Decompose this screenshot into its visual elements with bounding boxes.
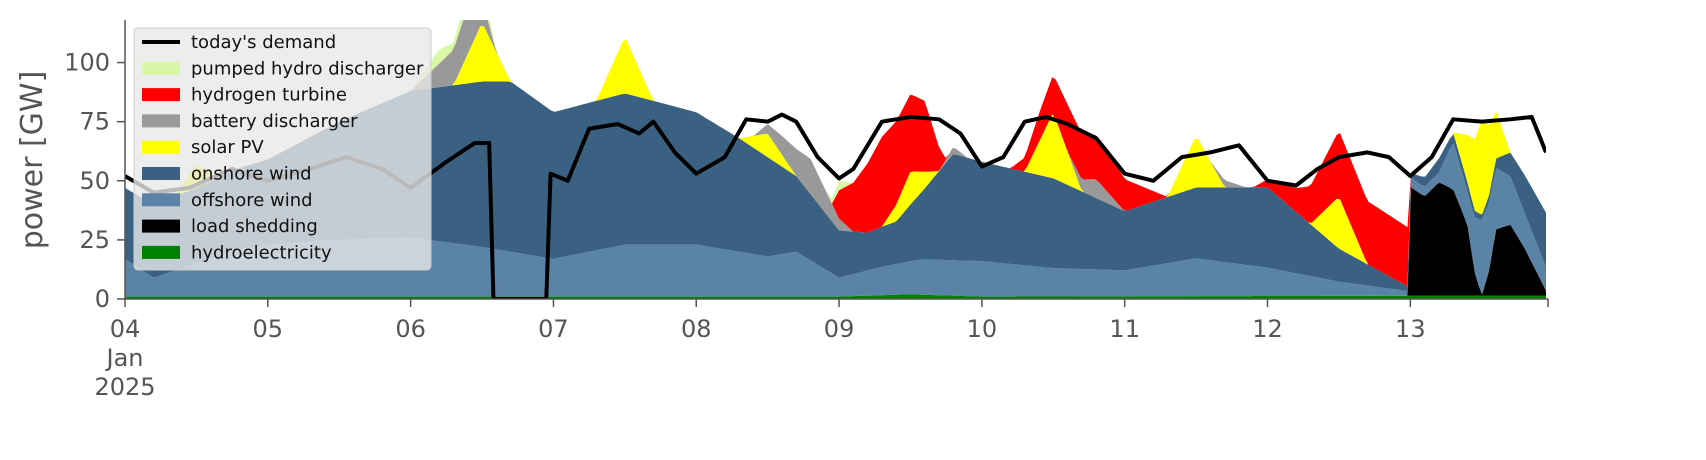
x-tick-label: Jan — [105, 344, 144, 372]
y-tick-label: 0 — [95, 285, 110, 313]
legend-swatch — [142, 167, 180, 180]
legend-label: pumped hydro discharger — [191, 58, 424, 79]
legend-item-hydroelectricity: hydroelectricity — [142, 242, 332, 263]
legend-label: hydroelectricity — [191, 242, 332, 263]
line-todays-demand — [125, 112, 1546, 299]
legend-swatch — [142, 140, 180, 154]
legend-item-pumped-hydro-discharger: pumped hydro discharger — [142, 58, 424, 79]
legend-swatch — [142, 219, 180, 233]
x-tick-label: 07 — [538, 315, 569, 343]
legend-swatch — [142, 88, 180, 102]
legend-label: onshore wind — [191, 164, 312, 185]
legend-item-battery-discharger: battery discharger — [142, 111, 358, 132]
y-tick-label: 75 — [79, 108, 110, 136]
x-tick-label: 2025 — [94, 373, 155, 401]
legend-swatch — [142, 61, 180, 75]
legend-label: solar PV — [191, 137, 264, 158]
legend-swatch — [142, 114, 180, 128]
y-tick-label: 100 — [64, 49, 110, 77]
legend-item-onshore-wind: onshore wind — [142, 164, 312, 185]
legend-label: hydrogen turbine — [191, 85, 347, 106]
legend-label: load shedding — [191, 216, 318, 237]
legend-item-offshore-wind: offshore wind — [142, 190, 313, 211]
x-tick-label: 04 — [110, 315, 141, 343]
area-hydrogen-turbine — [125, 20, 1546, 287]
stacked-areas — [125, 20, 1546, 299]
y-tick-label: 25 — [79, 226, 110, 254]
legend: today's demand pumped hydro discharger hyd… — [133, 27, 432, 271]
legend-item-hydrogen-turbine: hydrogen turbine — [142, 85, 347, 106]
x-tick-label: 09 — [824, 315, 855, 343]
y-tick-label: 50 — [79, 167, 110, 195]
legend-box — [133, 27, 432, 271]
legend-label: offshore wind — [191, 190, 313, 211]
x-tick-label: 13 — [1395, 315, 1426, 343]
legend-swatch — [142, 245, 180, 259]
demand-line-layer — [125, 112, 1546, 299]
legend-label: battery discharger — [191, 111, 358, 132]
legend-label: today's demand — [191, 32, 336, 53]
x-tick-label: 10 — [967, 315, 998, 343]
x-tick-label: 05 — [253, 315, 284, 343]
legend-swatch — [142, 193, 180, 207]
y-axis-label: power [GW] — [15, 71, 50, 250]
x-tick-label: 12 — [1252, 315, 1283, 343]
area-onshore-wind — [125, 81, 1546, 292]
x-tick-label: 06 — [395, 315, 426, 343]
area-offshore-wind — [125, 143, 1546, 297]
legend-item-solar-pv: solar PV — [142, 137, 264, 158]
legend-item-load-shedding: load shedding — [142, 216, 318, 237]
x-tick-label: 11 — [1109, 315, 1140, 343]
x-tick-label: 08 — [681, 315, 712, 343]
legend-item-today-s-demand: today's demand — [142, 32, 336, 53]
